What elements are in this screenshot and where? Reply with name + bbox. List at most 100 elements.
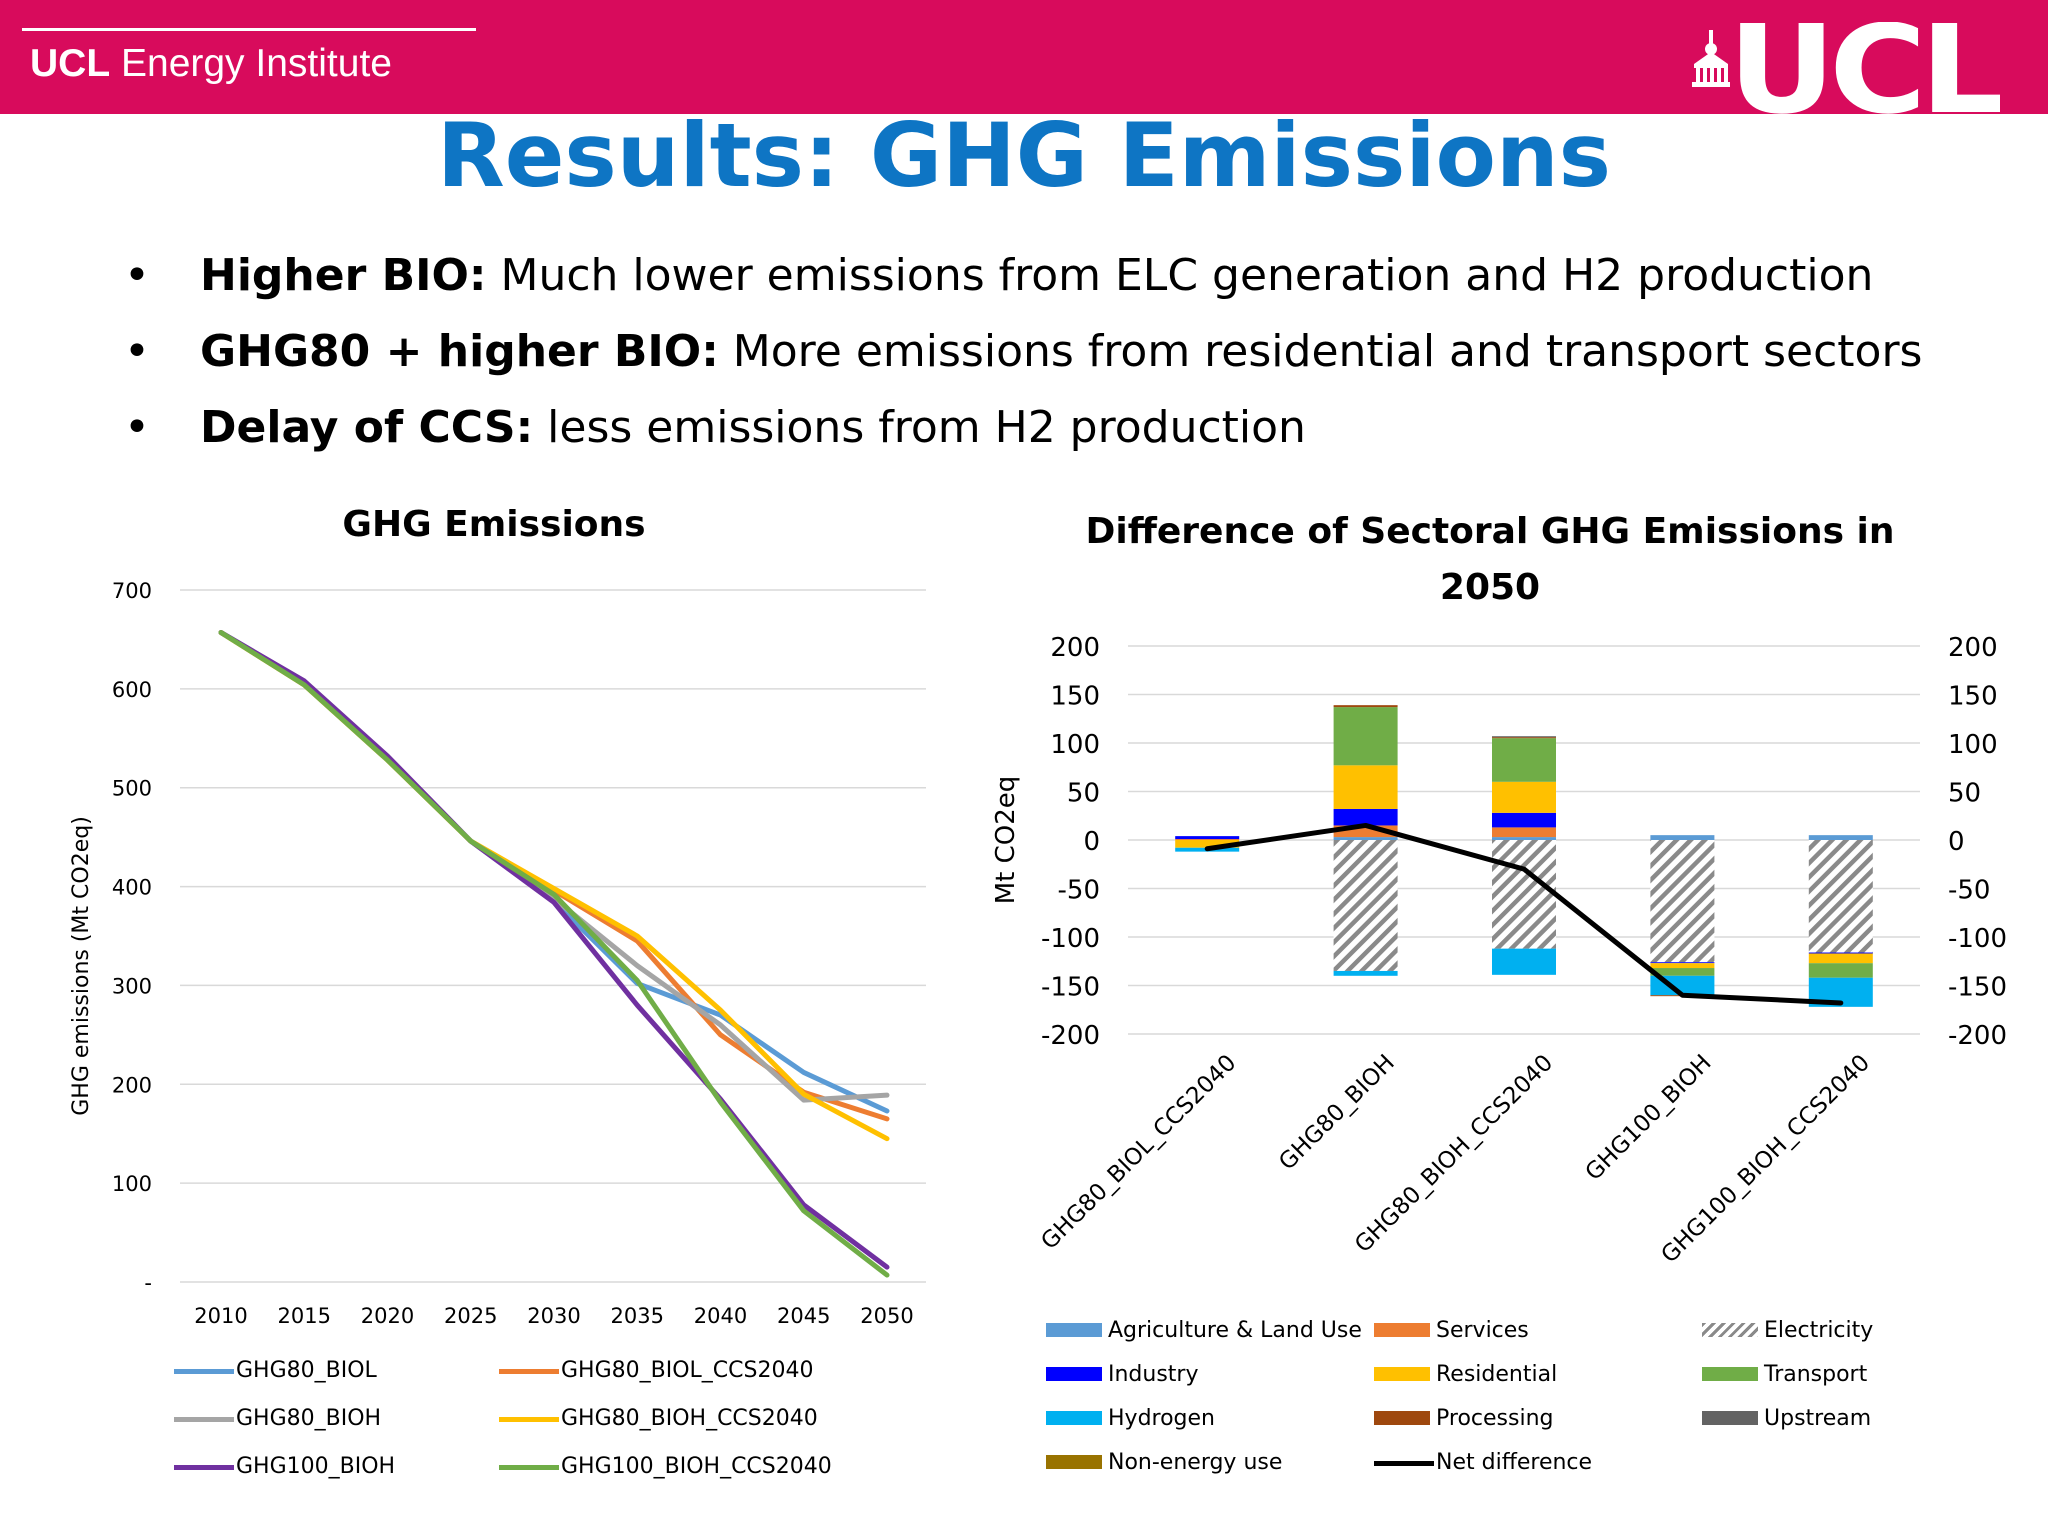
x-tick-label: GHG80_BIOH (1274, 1050, 1400, 1176)
x-tick-label: 2020 (361, 1304, 414, 1328)
legend-swatch (1702, 1411, 1758, 1425)
x-tick-label: 2040 (694, 1304, 747, 1328)
y-tick-label: 500 (112, 777, 152, 801)
legend-label: Electricity (1764, 1318, 1874, 1343)
legend-swatch (1046, 1455, 1102, 1469)
legend-label: Processing (1436, 1406, 1554, 1431)
legend-swatch (1374, 1411, 1430, 1425)
header-bar: UCL Energy Institute UCL (0, 0, 2048, 114)
bar-segment (1650, 962, 1715, 964)
y-tick-label: - (144, 1271, 152, 1295)
bar-segment (1650, 968, 1715, 976)
bar-segment (1333, 970, 1398, 976)
bar-chart-legend: Agriculture & Land Use Services Electricit… (1046, 1316, 1946, 1486)
bar-chart: -200 -200 -150 -150 -100 -100 -50 -50 0 0 50 50 100 1… (991, 633, 2007, 1268)
bar-segment (1492, 840, 1556, 949)
bar-segment (1808, 840, 1873, 953)
series-line (218, 630, 890, 1270)
y-tick-label: 200 (112, 1073, 152, 1097)
page-title: Results: GHG Emissions (436, 104, 1612, 207)
bar-segment (1492, 736, 1556, 738)
bar-segment (1492, 837, 1556, 840)
legend-swatch (1374, 1323, 1430, 1337)
bullet-item: • GHG80 + higher BIO: More emissions from… (124, 326, 1923, 377)
bar-segment (1650, 963, 1715, 969)
y2-tick-label: 200 (1948, 633, 1998, 663)
legend-swatch (1046, 1411, 1102, 1425)
legend-label: Agriculture & Land Use (1108, 1318, 1362, 1343)
x-tick-label: 2010 (194, 1304, 247, 1328)
legend-label: Industry (1108, 1362, 1199, 1387)
bar-segment (1333, 707, 1398, 766)
y2-tick-label: -50 (1948, 876, 1990, 906)
line-chart: - 100 200 300 400 500 600 700 2010 2015 2020 2025 20… (69, 579, 926, 1328)
bar-segment (1650, 840, 1715, 963)
bar-segment (1808, 963, 1873, 978)
legend-swatch (1702, 1367, 1758, 1381)
legend-swatch (1702, 1323, 1758, 1337)
y2-tick-label: -150 (1948, 973, 2007, 1003)
y-tick-label: 600 (112, 678, 152, 702)
bar-segment (1333, 765, 1398, 809)
bar-segment (1333, 808, 1398, 826)
legend-swatch (174, 1465, 234, 1470)
legend-label: GHG80_BIOH (236, 1406, 382, 1431)
line-chart-title: GHG Emissions (342, 504, 646, 545)
bar-segment (1808, 835, 1873, 840)
bar-segment (1492, 738, 1556, 782)
bar-segment (1333, 837, 1398, 840)
legend-swatch (1046, 1323, 1102, 1337)
legend-swatch (499, 1417, 559, 1422)
y-tick-label: 700 (112, 579, 152, 603)
legend-swatch (499, 1465, 559, 1470)
y2-tick-label: 50 (1948, 779, 1981, 809)
legend-swatch (1374, 1367, 1430, 1381)
bar-segment (1333, 825, 1398, 838)
y2-tick-label: 0 (1948, 827, 1965, 857)
bar-segment (1333, 705, 1398, 708)
bar-segment (1175, 840, 1240, 848)
series-line (218, 630, 890, 1278)
legend-swatch (174, 1417, 234, 1422)
y-tick-label: 400 (112, 876, 152, 900)
legend-label: GHG80_BIOL_CCS2040 (561, 1358, 814, 1383)
x-tick-label: GHG100_BIOH (1581, 1050, 1717, 1186)
legend-label: GHG100_BIOH (236, 1454, 396, 1479)
line-chart-legend: GHG80_BIOL GHG80_BIOL_CCS2040 GHG80_BIOH GH… (174, 1356, 874, 1479)
bar-segment (1492, 948, 1556, 975)
y-tick-label: 300 (112, 974, 152, 998)
y2-tick-label: 150 (1948, 682, 1998, 712)
y-tick-label: -100 (1041, 924, 1100, 954)
x-tick-label: 2035 (611, 1304, 664, 1328)
legend-swatch (1374, 1461, 1434, 1466)
y-tick-label: -200 (1041, 1021, 1100, 1051)
legend-label: GHG80_BIOH_CCS2040 (561, 1406, 818, 1431)
bar-segment (1492, 737, 1556, 739)
bar-segment (1808, 952, 1873, 954)
y-tick-label: 0 (1083, 827, 1100, 857)
y-tick-label: 50 (1067, 779, 1100, 809)
ucl-logo: UCL (1692, 22, 2000, 114)
x-tick-label: 2015 (278, 1304, 331, 1328)
x-tick-label: 2025 (444, 1304, 497, 1328)
y-tick-label: 100 (112, 1172, 152, 1196)
bar-segment (1808, 953, 1873, 964)
y-tick-label: 100 (1050, 730, 1100, 760)
x-tick-label: 2050 (860, 1304, 913, 1328)
legend-swatch (174, 1369, 234, 1374)
bar-segment (1333, 840, 1398, 971)
legend-swatch (499, 1369, 559, 1374)
y2-tick-label: -200 (1948, 1021, 2007, 1051)
bar-segment (1492, 827, 1556, 838)
legend-label: GHG80_BIOL (236, 1358, 377, 1383)
bar-segment (1492, 781, 1556, 813)
x-tick-label: 2030 (527, 1304, 580, 1328)
net-difference-line (1204, 822, 1844, 1006)
legend-label: Residential (1436, 1362, 1558, 1387)
legend-label: Services (1436, 1318, 1529, 1343)
x-tick-label: 2045 (777, 1304, 830, 1328)
y-axis-label: GHG emissions (Mt CO2eq) (69, 816, 94, 1116)
y-tick-label: -150 (1041, 973, 1100, 1003)
legend-label: Hydrogen (1108, 1406, 1215, 1431)
legend-label: GHG100_BIOH_CCS2040 (561, 1454, 832, 1479)
